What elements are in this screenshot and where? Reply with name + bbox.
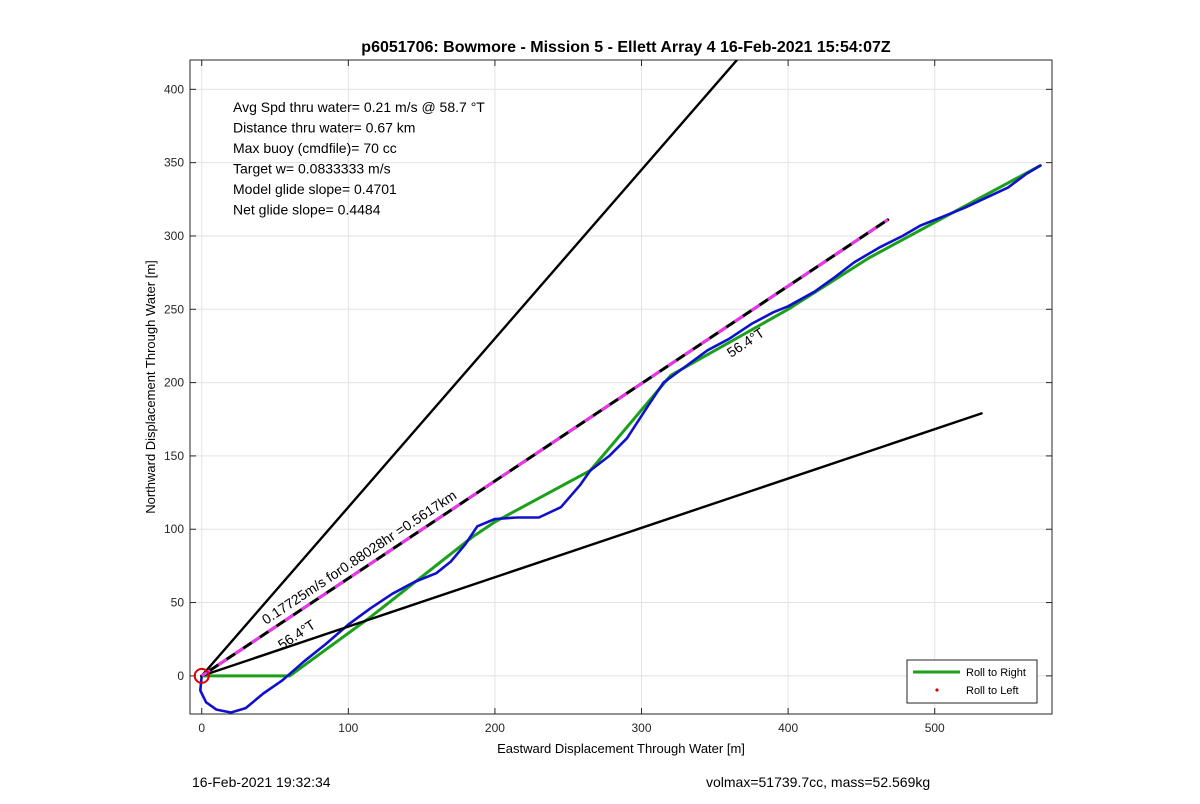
x-axis-label: Eastward Displacement Through Water [m]: [497, 741, 745, 756]
y-tick-label: 0: [177, 669, 184, 683]
y-tick-label: 150: [164, 449, 184, 463]
legend-box: [906, 659, 1038, 704]
legend: Roll to Right Roll to Left: [906, 659, 1038, 704]
y-tick-label: 250: [164, 302, 184, 316]
footer-summary: volmax=51739.7cc, mass=52.569kg: [706, 774, 931, 790]
x-tick-label: 300: [632, 721, 652, 735]
y-tick-label: 50: [171, 596, 185, 610]
series-bound-upper: [200, 60, 739, 678]
stats-line: Avg Spd thru water= 0.21 m/s @ 58.7 °T: [233, 99, 485, 115]
legend-label-roll-right: Roll to Right: [966, 667, 1026, 679]
x-tick-label: 400: [778, 721, 798, 735]
legend-swatch-roll-left: [935, 688, 939, 692]
series-glider-track: [199, 164, 1042, 714]
stats-line: Model glide slope= 0.4701: [233, 181, 397, 197]
chart-title: p6051706: Bowmore - Mission 5 - Ellett A…: [361, 39, 891, 56]
stats-text: Avg Spd thru water= 0.21 m/s @ 58.7 °T Di…: [233, 99, 485, 218]
x-tick-label: 500: [925, 721, 945, 735]
stats-line: Net glide slope= 0.4484: [233, 202, 381, 218]
x-tick-label: 0: [198, 721, 205, 735]
series-current-vector-dash: [200, 218, 889, 678]
stats-line: Target w= 0.0833333 m/s: [233, 161, 391, 177]
plot-frame: [189, 59, 1053, 715]
x-tick-label: 100: [338, 721, 358, 735]
y-tick-label: 400: [164, 82, 184, 96]
plot-area: [190, 60, 1052, 714]
legend-label-roll-left: Roll to Left: [966, 685, 1019, 697]
footer-timestamp: 16-Feb-2021 19:32:34: [192, 774, 331, 790]
x-tick-label: 200: [485, 721, 505, 735]
series-bound-lower: [200, 412, 983, 678]
y-tick-label: 100: [164, 522, 184, 536]
stats-line: Max buoy (cmdfile)= 70 cc: [233, 140, 397, 156]
y-tick-label: 300: [164, 229, 184, 243]
y-tick-label: 350: [164, 156, 184, 170]
y-axis-label: Northward Displacement Through Water [m]: [143, 260, 158, 514]
start-marker: [193, 667, 210, 684]
ticks: 0 100 200 300 400 500 0 50 100 150 200 250 300 350 400: [164, 60, 1052, 735]
series-layer: [193, 60, 1042, 714]
y-tick-label: 200: [164, 376, 184, 390]
stats-line: Distance thru water= 0.67 km: [233, 120, 415, 136]
